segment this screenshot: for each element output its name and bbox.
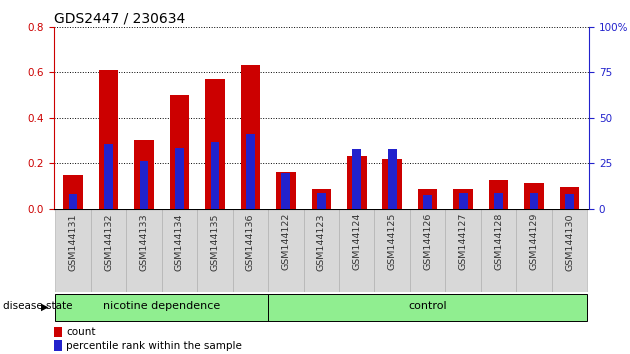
Bar xyxy=(268,293,587,321)
Bar xyxy=(560,187,580,209)
Bar xyxy=(339,209,374,292)
Bar xyxy=(205,79,225,209)
Bar xyxy=(423,195,432,209)
Text: GSM144128: GSM144128 xyxy=(494,213,503,270)
Bar xyxy=(418,189,437,209)
Bar xyxy=(197,209,232,292)
Text: GSM144131: GSM144131 xyxy=(69,213,77,270)
Text: GSM144132: GSM144132 xyxy=(104,213,113,270)
Bar xyxy=(99,70,118,209)
Bar xyxy=(162,209,197,292)
Text: GSM144124: GSM144124 xyxy=(352,213,361,270)
Text: GSM144122: GSM144122 xyxy=(282,213,290,270)
Bar xyxy=(410,209,445,292)
Text: GSM144133: GSM144133 xyxy=(139,213,149,271)
Bar xyxy=(169,95,189,209)
Bar xyxy=(312,189,331,209)
Bar xyxy=(517,209,552,292)
Bar xyxy=(352,149,361,209)
Bar xyxy=(276,172,295,209)
Bar xyxy=(91,209,126,292)
Text: GSM144125: GSM144125 xyxy=(387,213,397,270)
Bar xyxy=(565,194,574,209)
Bar xyxy=(140,161,149,209)
Text: ▶: ▶ xyxy=(41,302,49,312)
Bar xyxy=(55,209,91,292)
Text: nicotine dependence: nicotine dependence xyxy=(103,302,220,312)
Bar xyxy=(232,209,268,292)
Text: control: control xyxy=(408,302,447,312)
Bar xyxy=(445,209,481,292)
Bar xyxy=(126,209,162,292)
Text: percentile rank within the sample: percentile rank within the sample xyxy=(66,341,243,351)
Text: GSM144123: GSM144123 xyxy=(317,213,326,270)
Bar xyxy=(241,65,260,209)
Text: disease state: disease state xyxy=(3,302,72,312)
Bar xyxy=(459,193,467,209)
Bar xyxy=(210,142,219,209)
Bar xyxy=(317,193,326,209)
Bar xyxy=(55,293,268,321)
Bar xyxy=(489,181,508,209)
Bar xyxy=(481,209,517,292)
Bar xyxy=(63,175,83,209)
Text: GSM144136: GSM144136 xyxy=(246,213,255,270)
Bar xyxy=(454,189,473,209)
Text: GSM144135: GSM144135 xyxy=(210,213,219,270)
Bar xyxy=(374,209,410,292)
Bar xyxy=(134,141,154,209)
Bar xyxy=(175,148,184,209)
Bar xyxy=(388,149,397,209)
Text: GSM144134: GSM144134 xyxy=(175,213,184,270)
Bar xyxy=(268,209,304,292)
Text: GSM144129: GSM144129 xyxy=(530,213,539,270)
Bar xyxy=(282,173,290,209)
Bar xyxy=(524,183,544,209)
Text: GSM144127: GSM144127 xyxy=(459,213,467,270)
Bar xyxy=(382,159,402,209)
Bar xyxy=(69,194,77,209)
Text: GSM144130: GSM144130 xyxy=(565,213,574,270)
Bar xyxy=(54,341,62,351)
Bar xyxy=(54,327,62,337)
Bar xyxy=(246,134,255,209)
Bar xyxy=(494,193,503,209)
Bar xyxy=(552,209,587,292)
Bar xyxy=(104,144,113,209)
Bar xyxy=(530,193,539,209)
Text: GSM144126: GSM144126 xyxy=(423,213,432,270)
Text: GDS2447 / 230634: GDS2447 / 230634 xyxy=(54,11,185,25)
Bar xyxy=(347,156,367,209)
Bar xyxy=(304,209,339,292)
Text: count: count xyxy=(66,327,96,337)
